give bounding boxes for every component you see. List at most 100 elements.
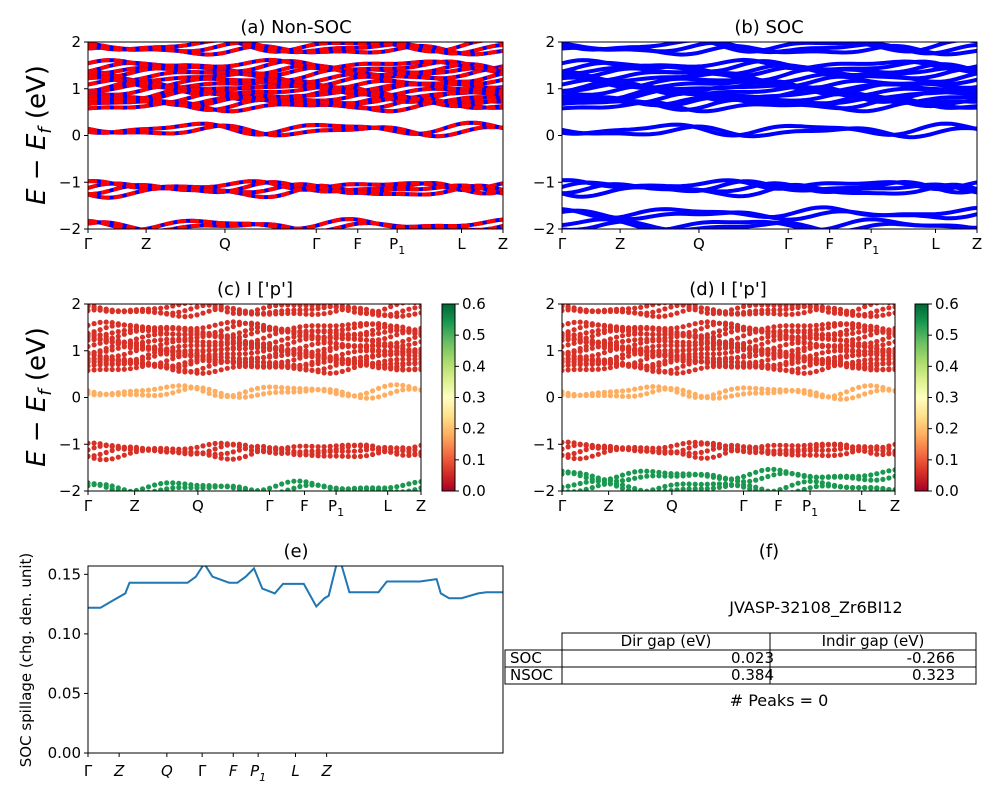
scatter-point [88,322,91,328]
scatter-point [668,443,674,449]
xtick-subscript: 1 [398,244,405,257]
scatter-point [315,311,321,317]
scatter-point [279,448,285,454]
scatter-point [710,446,717,452]
scatter-point [765,473,771,480]
scatter-point [644,349,650,355]
scatter-point [242,310,248,316]
scatter-point [607,336,614,342]
scatter-point [297,350,303,356]
scatter-point [704,310,710,316]
scatter-point [771,350,777,356]
scatter-point [638,474,644,480]
scatter-point [595,390,601,396]
scatter-point [704,473,710,479]
scatter-point [837,446,844,452]
scatter-point [874,352,880,358]
scatter-point [716,310,723,316]
scatter-point [892,353,895,359]
scatter-point [133,342,139,348]
scatter-point [735,335,741,341]
scatter-point [103,449,109,456]
scatter-point [801,333,807,339]
scatter-point [765,362,771,368]
scatter-point [862,304,868,310]
scatter-point [801,473,807,479]
scatter-point [850,322,856,329]
scatter-point [406,352,412,358]
scatter-point [351,332,357,338]
scatter-point [807,362,813,368]
scatter-point [704,351,710,357]
ylabel-unit: (eV) [22,65,52,127]
scatter-point [801,354,807,360]
scatter-point [242,346,248,352]
scatter-point [789,482,795,488]
panel-d-xtick-label: L [858,497,867,515]
scatter-point [686,450,692,456]
scatter-point [565,362,571,368]
scatter-point [261,355,267,361]
colorbar-tick-label: 0.4 [462,357,486,375]
scatter-point [674,471,680,477]
scatter-point [868,363,874,369]
scatter-point [819,357,825,363]
scatter-point [735,392,741,398]
scatter-point [121,444,127,450]
scatter-point [303,336,309,342]
colorbar-tick-label: 0.5 [935,326,959,344]
scatter-point [212,451,218,457]
scatter-point [801,370,807,376]
scatter-point [874,356,880,362]
scatter-point [753,487,759,491]
scatter-point [850,386,856,392]
scatter-point [363,453,370,459]
scatter-point [892,339,895,345]
scatter-point [176,449,182,455]
scatter-point [218,334,224,340]
scatter-point [267,354,273,360]
scatter-point [650,338,656,344]
scatter-point [273,331,279,337]
scatter-point [710,361,717,368]
scatter-point [194,354,200,360]
scatter-point [315,444,321,450]
scatter-point [254,392,261,398]
scatter-point [376,330,382,336]
scatter-point [716,346,723,352]
scatter-point [844,396,850,402]
scatter-point [218,307,224,313]
scatter-point [735,345,741,351]
scatter-point [376,385,382,391]
scatter-point [91,481,97,487]
scatter-point [127,343,133,349]
scatter-point [291,485,297,491]
scatter-point [345,367,351,373]
scatter-point [357,337,364,343]
scatter-point [88,363,91,369]
scatter-point [218,346,224,352]
scatter-point [692,334,698,340]
scatter-point [194,482,200,488]
scatter-point [856,351,862,357]
scatter-point [267,326,273,332]
scatter-point [747,339,753,345]
scatter-point [91,367,97,373]
scatter-point [133,388,139,394]
scatter-point [242,333,248,339]
scatter-point [686,339,692,345]
scatter-point [668,304,674,310]
panel-c-ytick-label: −1 [59,435,81,453]
scatter-point [753,469,759,475]
scatter-point [394,484,400,490]
scatter-point [686,481,692,487]
scatter-point [127,323,133,329]
scatter-point [880,342,886,348]
scatter-point [345,326,351,332]
scatter-point [357,360,364,366]
scatter-point [309,336,315,342]
scatter-point [400,343,406,349]
scatter-point [321,355,327,362]
scatter-point [406,361,412,367]
scatter-point [230,360,236,366]
